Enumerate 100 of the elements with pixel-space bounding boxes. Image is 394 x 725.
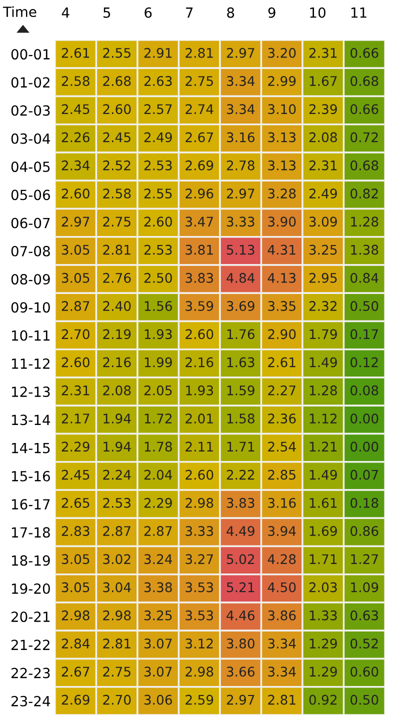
data-label: 2.67 [62, 666, 90, 677]
data-label: 2.36 [268, 414, 296, 424]
data-label: 1.61 [310, 498, 337, 508]
y-tick-label: 13-14 [12, 414, 50, 426]
data-label: 0.12 [350, 357, 378, 368]
data-label: 2.59 [186, 694, 214, 705]
data-label: 3.25 [144, 610, 172, 620]
data-label: 1.38 [351, 244, 378, 255]
data-label: 1.69 [310, 526, 337, 536]
data-label: 3.25 [309, 244, 337, 255]
data-label: 1.28 [310, 385, 337, 396]
data-label: 4.46 [226, 610, 254, 620]
data-label: 1.93 [144, 329, 172, 340]
data-label: 1.67 [310, 76, 337, 86]
data-label: 3.94 [268, 526, 296, 536]
data-label: 2.29 [144, 498, 172, 508]
y-tick-label: 23-24 [11, 696, 50, 706]
data-label: 2.45 [103, 132, 130, 142]
data-label: 4.49 [226, 526, 254, 536]
data-label: 0.68 [350, 160, 378, 170]
data-label: 2.19 [103, 329, 131, 340]
data-label: 0.66 [350, 48, 378, 58]
data-label: 3.05 [62, 582, 90, 592]
data-label: 3.02 [103, 554, 130, 564]
data-label: 2.75 [186, 76, 213, 86]
data-label: 2.45 [62, 104, 90, 114]
data-label: 2.16 [186, 357, 214, 368]
data-label: 2.90 [268, 329, 296, 340]
data-label: 3.66 [226, 666, 254, 677]
data-label: 2.75 [103, 666, 130, 677]
data-label: 2.81 [103, 638, 130, 649]
data-label: 5.13 [226, 244, 254, 255]
data-label: 2.32 [309, 301, 336, 312]
data-label: 1.09 [351, 582, 378, 592]
data-label: 1.56 [144, 301, 172, 312]
data-label: 3.16 [226, 132, 254, 142]
y-tick-label: 21-22 [11, 640, 50, 650]
x-tick-label: 11 [351, 8, 366, 18]
data-label: 2.75 [103, 216, 130, 227]
data-label: 2.69 [186, 160, 214, 170]
data-label: 3.38 [144, 582, 172, 592]
data-label: 3.33 [186, 526, 214, 536]
data-label: 3.12 [186, 638, 213, 649]
data-label: 3.34 [226, 104, 255, 114]
data-label: 2.24 [103, 470, 131, 480]
data-label: 2.26 [62, 132, 90, 142]
data-label: 0.82 [350, 188, 378, 199]
data-label: 2.60 [103, 104, 131, 114]
y-tick-label: 10-11 [12, 330, 50, 341]
data-label: 2.97 [226, 694, 254, 705]
data-label: 0.00 [350, 442, 378, 452]
data-label: 2.11 [186, 442, 213, 452]
x-tick-label: 6 [144, 7, 152, 18]
data-label: 2.84 [62, 638, 90, 649]
x-tick-label: 5 [104, 8, 110, 18]
y-axis-title: Time [2, 6, 36, 18]
data-label: 3.27 [186, 554, 213, 564]
data-label: 3.34 [268, 666, 296, 677]
data-label: 0.66 [350, 104, 378, 114]
y-tick-label: 12-13 [12, 386, 50, 398]
data-label: 2.08 [309, 132, 337, 142]
data-label: 3.80 [226, 638, 254, 649]
data-label: 3.28 [268, 188, 296, 199]
x-tick-label: 4 [62, 8, 70, 18]
data-label: 2.53 [144, 244, 172, 255]
data-label: 0.60 [350, 666, 378, 677]
data-label: 2.45 [62, 470, 90, 480]
data-label: 1.27 [351, 554, 378, 564]
data-label: 1.78 [144, 442, 172, 452]
data-label: 2.31 [309, 48, 337, 58]
data-label: 2.99 [268, 76, 296, 86]
y-tick-label: 00-01 [11, 49, 50, 60]
data-label: 2.58 [62, 76, 90, 86]
y-tick-label: 09-10 [11, 302, 50, 313]
data-label: 3.07 [144, 666, 172, 677]
data-label: 1.72 [144, 414, 172, 424]
data-label: 3.05 [62, 554, 90, 564]
data-label: 2.70 [62, 329, 90, 340]
data-label: 0.50 [350, 301, 378, 312]
data-label: 3.53 [186, 610, 214, 620]
data-label: 2.27 [268, 385, 296, 396]
data-label: 2.54 [268, 442, 296, 452]
data-label: 2.76 [103, 272, 131, 283]
y-tick-label: 16-17 [12, 499, 50, 510]
data-label: 2.87 [62, 301, 90, 312]
data-label: 3.83 [226, 498, 254, 508]
data-label: 2.96 [186, 188, 214, 199]
y-tick-label: 04-05 [11, 162, 50, 172]
data-label: 2.91 [144, 48, 172, 58]
data-label: 3.07 [144, 638, 172, 649]
data-label: 0.63 [350, 610, 378, 620]
y-tick-label: 18-19 [12, 555, 50, 566]
y-tick-label: 05-06 [11, 190, 50, 200]
data-label: 2.29 [62, 442, 90, 452]
x-tick-label: 7 [186, 8, 193, 18]
data-label: 2.03 [309, 582, 337, 592]
data-label: 2.58 [103, 188, 131, 199]
data-label: 3.83 [186, 272, 214, 283]
data-label: 1.58 [227, 414, 254, 424]
y-tick-label: 11-12 [12, 358, 50, 369]
